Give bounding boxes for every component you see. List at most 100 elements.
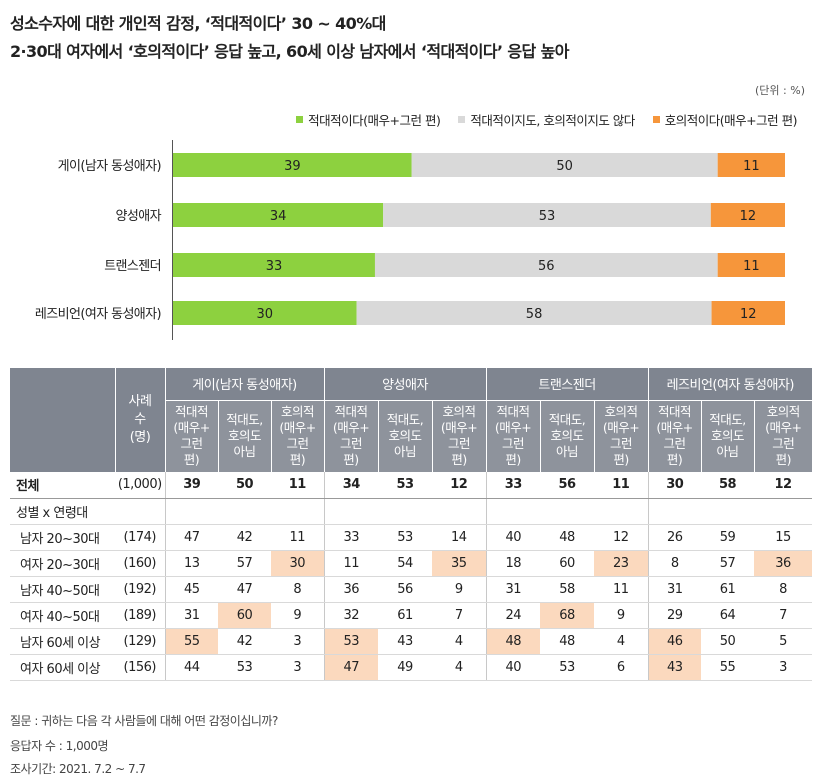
bar-segment-favorable [717, 253, 785, 277]
value-cell: 42 [218, 524, 271, 551]
header-group-transgender: 트랜스젠더 [486, 368, 649, 400]
table-row: 남자 40~50대 (192) 45 47 8 36 56 9 31 58 11 31 61 8 [10, 576, 813, 603]
value-cell: 34 [323, 472, 378, 499]
sample-size-cell: (174) [115, 524, 165, 551]
value-cell: 55 [164, 628, 218, 655]
bar-segment-neutral [411, 153, 718, 177]
value-cell [701, 498, 755, 525]
data-label-neutral: 53 [539, 209, 556, 224]
stacked-bar-chart: 게이(남자 동성애자) 39 50 11 양성애자 34 53 12 트랜스젠더 33 56 11 레즈… [35, 140, 785, 340]
legend-item-favorable: 호의적이다(매우+그런 편) [652, 110, 798, 129]
value-cell: 56 [378, 576, 432, 603]
value-cell: 9 [594, 602, 649, 629]
value-cell: 42 [218, 628, 271, 655]
value-cell [594, 498, 649, 525]
legend-item-neutral: 적대적이지도, 호의적이지도 않다 [458, 110, 635, 129]
bar-segment-hostile [173, 301, 357, 325]
value-cell: 56 [540, 472, 595, 499]
value-cell: 43 [378, 628, 432, 655]
value-cell: 47 [164, 524, 218, 551]
subheader-cell: 적대도, 호의도 아님 [701, 399, 755, 472]
value-cell: 61 [701, 576, 755, 603]
value-cell: 39 [164, 472, 218, 499]
value-cell: 35 [432, 550, 487, 577]
value-cell: 24 [485, 602, 541, 629]
value-cell: 4 [594, 628, 649, 655]
sample-size-cell: (129) [115, 628, 165, 655]
value-cell: 57 [701, 550, 755, 577]
value-cell: 47 [323, 654, 378, 681]
value-cell: 3 [271, 654, 324, 681]
value-cell: 40 [485, 654, 541, 681]
row-label: 여자 60세 이상 [10, 654, 115, 681]
value-cell: 50 [701, 628, 755, 655]
subheader-cell: 호의적 (매우+ 그런 편) [594, 399, 649, 472]
value-cell [432, 498, 487, 525]
value-cell: 11 [323, 550, 378, 577]
data-label-favorable: 12 [740, 307, 757, 322]
bar-segment-neutral [383, 203, 711, 227]
value-cell: 36 [323, 576, 378, 603]
value-cell: 11 [271, 524, 324, 551]
value-cell: 57 [218, 550, 271, 577]
sample-size-cell [115, 498, 165, 525]
table-row: 남자 20~30대 (174) 47 42 11 33 53 14 40 48 12 26 59 15 [10, 524, 813, 551]
value-cell: 54 [378, 550, 432, 577]
value-cell: 26 [647, 524, 702, 551]
value-cell: 11 [271, 472, 324, 499]
category-label: 양성애자 [116, 209, 162, 224]
value-cell: 8 [754, 576, 813, 603]
value-cell: 33 [323, 524, 378, 551]
value-cell: 4 [432, 628, 487, 655]
value-cell [271, 498, 324, 525]
data-label-favorable: 11 [743, 159, 760, 174]
category-label: 트랜스젠더 [104, 259, 161, 274]
legend-label-neutral: 적대적이지도, 호의적이지도 않다 [470, 113, 635, 128]
category-label: 게이(남자 동성애자) [58, 159, 161, 174]
value-cell: 33 [485, 472, 541, 499]
value-cell: 31 [164, 602, 218, 629]
legend: 적대적이다(매우+그런 편) 적대적이지도, 호의적이지도 않다 호의적이다(매… [296, 110, 798, 129]
subheader-cell: 적대적 (매우+ 그런 편) [324, 399, 379, 472]
value-cell [378, 498, 432, 525]
value-cell: 3 [754, 654, 813, 681]
value-cell [164, 498, 218, 525]
sample-size-cell: (192) [115, 576, 165, 603]
value-cell: 48 [540, 524, 595, 551]
subheader-cell: 적대도, 호의도 아님 [540, 399, 595, 472]
value-cell [485, 498, 541, 525]
value-cell: 8 [271, 576, 324, 603]
value-cell: 15 [754, 524, 813, 551]
header-group-lesbian: 레즈비언(여자 동성애자) [648, 368, 813, 400]
value-cell: 11 [594, 472, 649, 499]
legend-label-favorable: 호의적이다(매우+그런 편) [664, 113, 798, 128]
sample-size-cell: (156) [115, 654, 165, 681]
value-cell [323, 498, 378, 525]
table-row: 여자 60세 이상 (156) 44 53 3 47 49 4 40 53 6 43 55 3 [10, 654, 813, 681]
value-cell: 45 [164, 576, 218, 603]
header-group-bisexual: 양성애자 [324, 368, 487, 400]
subheader-cell: 적대도, 호의도 아님 [378, 399, 433, 472]
sample-size-cell: (160) [115, 550, 165, 577]
value-cell: 60 [540, 550, 595, 577]
chart-title-line1: 성소수자에 대한 개인적 감정, ‘적대적이다’ 30 ~ 40%대 [10, 14, 386, 33]
value-cell: 18 [485, 550, 541, 577]
row-label: 남자 40~50대 [10, 576, 115, 603]
row-label: 남자 20~30대 [10, 524, 115, 551]
value-cell: 48 [540, 628, 595, 655]
value-cell: 3 [271, 628, 324, 655]
bar-segment-hostile [173, 203, 384, 227]
value-cell: 12 [754, 472, 813, 499]
unit-label: (단위 : %) [755, 84, 805, 97]
results-table: 사례수 (명) 게이(남자 동성애자) 양성애자 트랜스젠더 레즈비언(여자 동… [10, 368, 813, 681]
sample-size-cell: (189) [115, 602, 165, 629]
footnote-respondents: 응답자 수 : 1,000명 [10, 739, 109, 753]
bar-segment-neutral [356, 301, 712, 325]
table-row-total: 전체 (1,000) 39 50 11 34 53 12 33 56 11 30 58 12 [10, 472, 813, 499]
bar-segment-neutral [374, 253, 718, 277]
value-cell: 14 [432, 524, 487, 551]
value-cell: 29 [647, 602, 702, 629]
value-cell [754, 498, 813, 525]
value-cell: 30 [271, 550, 324, 577]
value-cell: 23 [594, 550, 649, 577]
